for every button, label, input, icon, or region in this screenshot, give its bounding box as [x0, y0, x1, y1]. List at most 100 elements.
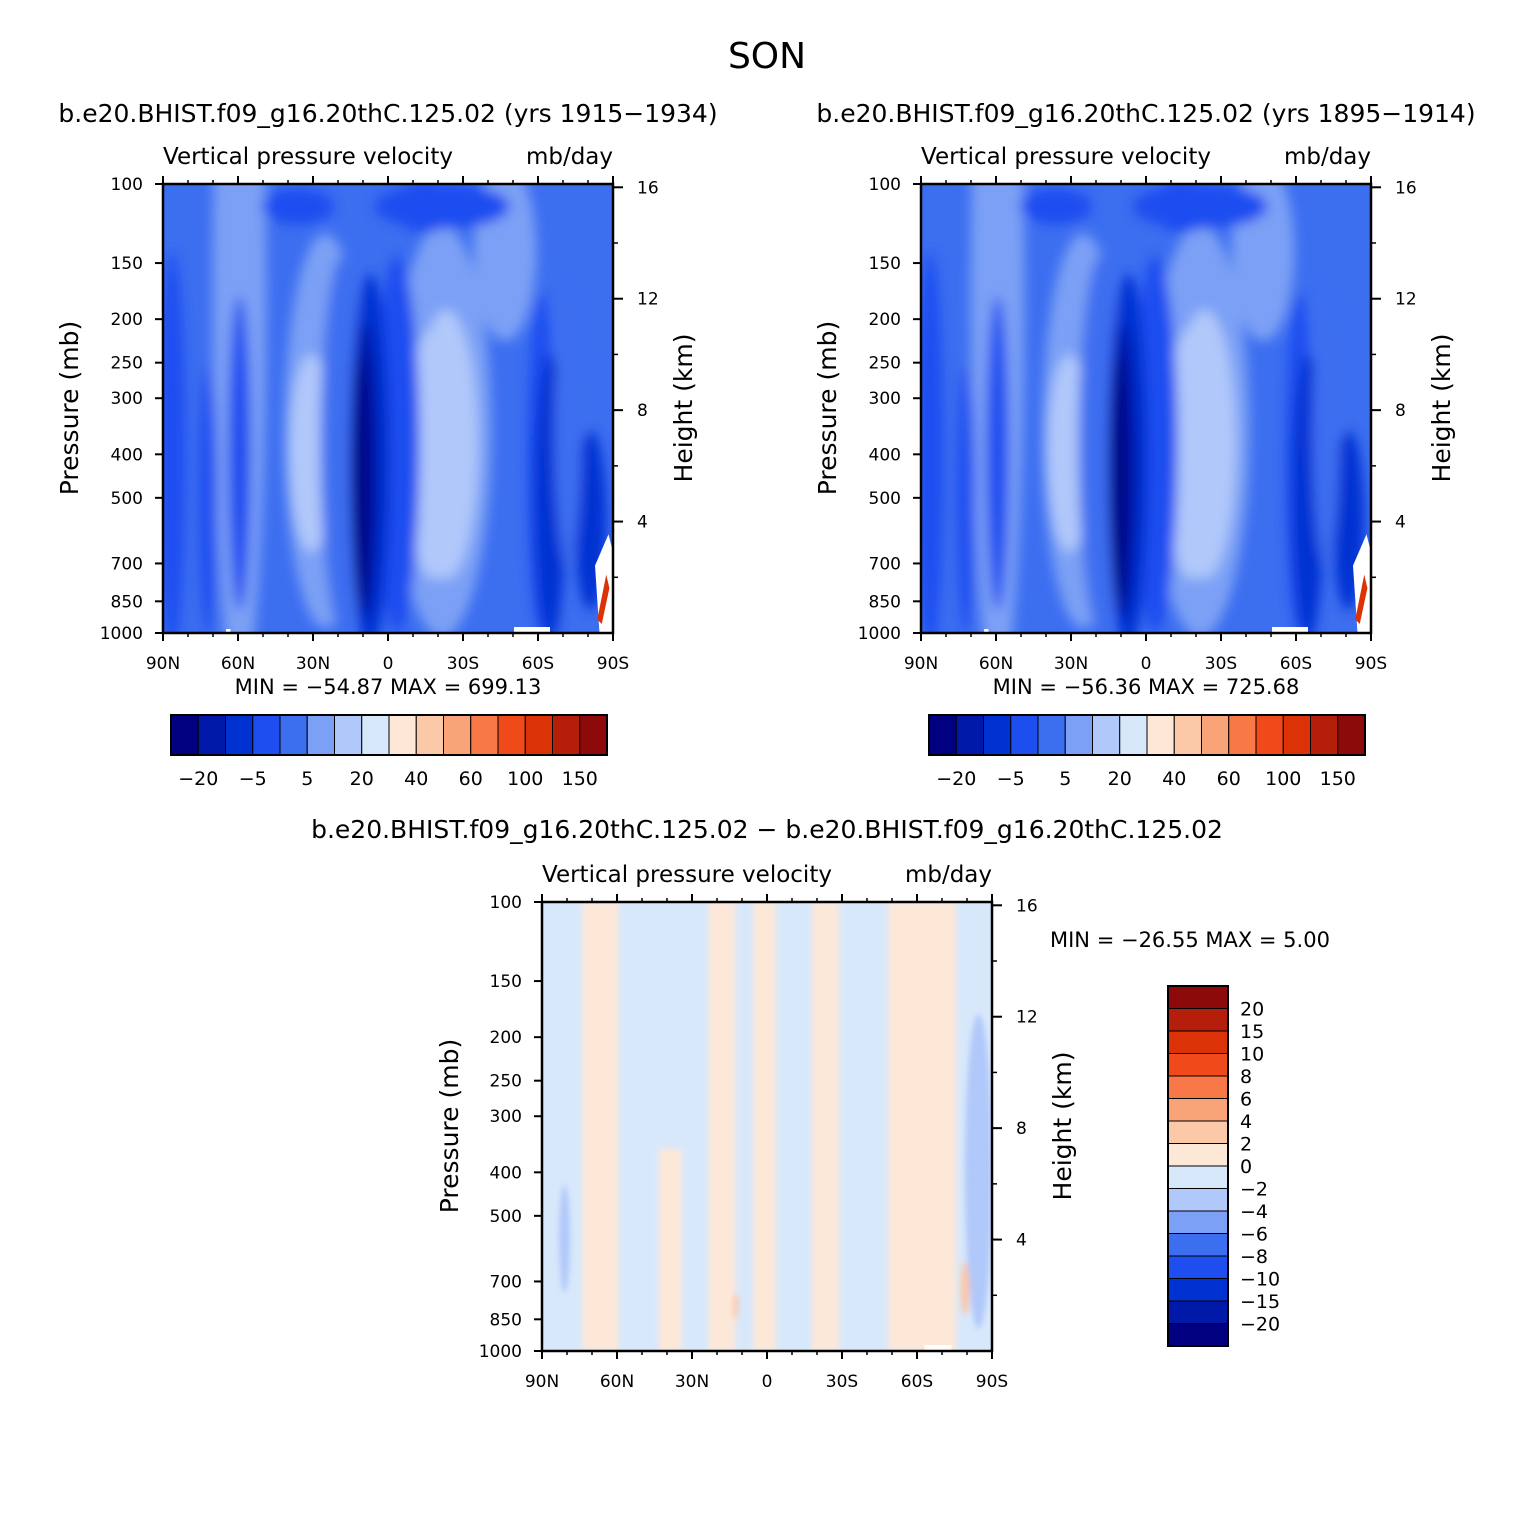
colorbar-box — [252, 714, 281, 756]
panel-1-min-max: MIN = −54.87 MAX = 699.13 — [235, 675, 542, 699]
field-band — [473, 184, 537, 342]
colorbar-box — [579, 714, 608, 756]
field-shapes — [921, 184, 1365, 633]
y-right-tick-label: 16 — [637, 178, 659, 198]
colorbar-box — [1167, 1188, 1229, 1212]
x-tick-label: 90S — [976, 1372, 1008, 1392]
colorbar-box — [497, 714, 526, 756]
x-tick-label: 60N — [979, 654, 1013, 674]
colorbar-box — [1037, 714, 1066, 756]
panel-3-axes: 100 150 200 250 300 400 500 700 850 1000 16 12 8 4 90N… — [479, 893, 1038, 1392]
panel-1-case-title: b.e20.BHIST.f09_g16.20thC.125.02 (yrs 19… — [58, 99, 717, 128]
field-band — [659, 1148, 682, 1351]
y-tick-label: 200 — [111, 310, 143, 330]
y-tick-label: 250 — [869, 354, 901, 374]
y-tick-label: 200 — [869, 310, 901, 330]
colorbar-label: 2 — [1240, 1134, 1252, 1156]
y-tick-label: 500 — [869, 489, 901, 509]
y-tick-label: 400 — [869, 445, 901, 465]
colorbar-label: 5 — [1059, 768, 1071, 790]
panel-1: b.e20.BHIST.f09_g16.20thC.125.02 (yrs 19… — [55, 99, 718, 790]
x-tick-label: 30S — [447, 654, 479, 674]
colorbar-box — [524, 714, 553, 756]
colorbar-box — [197, 714, 226, 756]
x-tick-label: 30N — [1054, 654, 1088, 674]
colorbar-label: 4 — [1240, 1111, 1252, 1133]
field-band — [812, 902, 839, 1351]
colorbar-box — [1167, 1233, 1229, 1257]
colorbar-box — [1167, 1030, 1229, 1054]
colorbar-box — [443, 714, 472, 756]
colorbar-box — [928, 714, 957, 756]
colorbar-label: −4 — [1240, 1201, 1268, 1223]
colorbar-box — [388, 714, 417, 756]
colorbar-label: 20 — [1240, 999, 1264, 1021]
colorbar-box — [552, 714, 581, 756]
colorbar-box — [1167, 1053, 1229, 1077]
field-missing-data — [595, 534, 613, 633]
panel-2-case-title: b.e20.BHIST.f09_g16.20thC.125.02 (yrs 18… — [816, 99, 1475, 128]
field-band — [1312, 296, 1340, 566]
y-right-tick-label: 12 — [1016, 1008, 1038, 1028]
field-missing-data — [984, 629, 989, 633]
colorbar-label: 40 — [1162, 768, 1186, 790]
y-tick-label: 200 — [490, 1028, 522, 1048]
colorbar-box — [361, 714, 390, 756]
x-tick-label: 30N — [296, 654, 330, 674]
x-tick-label: 90N — [904, 654, 938, 674]
colorbar-box — [1119, 714, 1148, 756]
colorbar-box — [1282, 714, 1311, 756]
x-tick-label: 90S — [1355, 654, 1387, 674]
y-tick-label: 250 — [111, 354, 143, 374]
colorbar-box — [1337, 714, 1366, 756]
field-missing-data — [1353, 534, 1371, 633]
colorbar-box — [1010, 714, 1039, 756]
field-shapes — [559, 902, 992, 1351]
y-right-tick-label: 4 — [1016, 1231, 1027, 1251]
colorbar-box — [983, 714, 1012, 756]
panel-3: b.e20.BHIST.f09_g16.20thC.125.02 − b.e20… — [311, 815, 1330, 1392]
colorbar-box — [170, 714, 199, 756]
colorbar-label: −20 — [1240, 1314, 1280, 1336]
colorbar-box — [1092, 714, 1121, 756]
panel-2-ylabel: Pressure (mb) — [813, 321, 842, 495]
colorbar-box — [1167, 1278, 1229, 1302]
field-band — [1020, 188, 1092, 225]
field-band — [1110, 354, 1128, 607]
panel-2-contour-field — [921, 184, 1371, 633]
field-band — [960, 1261, 970, 1316]
y-tick-label: 150 — [869, 254, 901, 274]
field-band — [986, 296, 1009, 611]
colorbar-label: −20 — [936, 768, 976, 790]
colorbar-label: 150 — [1320, 768, 1356, 790]
y-tick-label: 300 — [490, 1107, 522, 1127]
x-tick-label: 60S — [1280, 654, 1312, 674]
panel-1-colorbar: −20 −5 5 20 40 60 100 150 — [170, 714, 608, 790]
field-band — [732, 1292, 739, 1320]
colorbar-label: 0 — [1240, 1156, 1252, 1178]
y-tick-label: 1000 — [100, 624, 143, 644]
field-band — [753, 902, 776, 1351]
colorbar-box — [306, 714, 335, 756]
y-right-tick-label: 16 — [1395, 178, 1417, 198]
field-missing-data — [1272, 627, 1308, 633]
x-tick-label: 90N — [146, 654, 180, 674]
colorbar-box — [1167, 1075, 1229, 1099]
colorbar-label: 100 — [507, 768, 543, 790]
colorbar-box — [1167, 1255, 1229, 1279]
colorbar-box — [1167, 1008, 1229, 1032]
field-band — [262, 188, 334, 225]
colorbar-box — [415, 714, 444, 756]
y-tick-label: 100 — [869, 175, 901, 195]
panel-2-colorbar: −20 −5 5 20 40 60 100 150 — [928, 714, 1366, 790]
x-tick-label: 90S — [597, 654, 629, 674]
panel-3-left-string: Vertical pressure velocity — [542, 862, 832, 888]
colorbar-label: 10 — [1240, 1044, 1264, 1066]
field-missing-data — [226, 629, 231, 633]
colorbar-box — [279, 714, 308, 756]
colorbar-label: 100 — [1265, 768, 1301, 790]
colorbar-label: −20 — [178, 768, 218, 790]
field-band — [163, 251, 186, 633]
colorbar-box — [1255, 714, 1284, 756]
colorbar-box — [1310, 714, 1339, 756]
